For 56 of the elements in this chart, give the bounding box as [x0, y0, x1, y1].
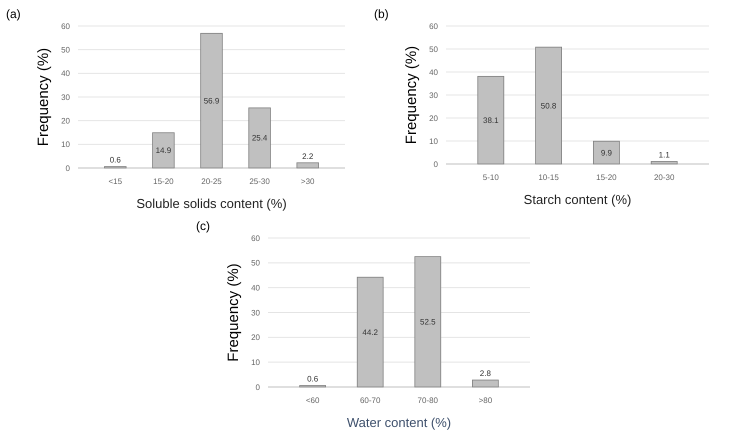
y-tick-label: 0	[256, 382, 261, 392]
y-tick-label: 60	[429, 22, 439, 31]
y-tick-label: 30	[61, 92, 71, 102]
chart-title: (b)	[374, 7, 389, 21]
y-tick-label: 0	[66, 164, 71, 173]
data-label: 0.6	[110, 156, 122, 165]
y-tick-label: 40	[251, 283, 261, 292]
data-label: 14.9	[156, 146, 172, 156]
y-tick-label: 30	[251, 308, 261, 318]
data-label: 52.5	[420, 318, 436, 327]
y-tick-label: 60	[251, 234, 261, 243]
chart-title: (a)	[6, 7, 21, 21]
y-tick-label: 60	[61, 22, 71, 31]
x-axis-title: Soluble solids content (%)	[136, 196, 287, 211]
y-tick-label: 20	[429, 114, 439, 123]
y-tick-label: 10	[251, 358, 261, 367]
data-label: 1.1	[658, 150, 670, 160]
y-tick-label: 50	[251, 258, 261, 268]
y-tick-label: 40	[429, 68, 439, 77]
x-tick-label: 20-25	[201, 177, 222, 186]
x-tick-label: >30	[300, 177, 316, 186]
y-tick-label: 50	[429, 44, 439, 54]
y-tick-label: 0	[434, 160, 439, 169]
x-tick-label: 15-20	[153, 177, 174, 186]
y-tick-label: 30	[429, 90, 439, 100]
x-axis-title: Starch content (%)	[524, 192, 632, 207]
data-label: 50.8	[540, 101, 557, 110]
x-axis-title: Water content (%)	[346, 415, 452, 430]
data-label: 38.1	[483, 116, 500, 125]
chart-title: (c)	[196, 219, 210, 233]
y-tick-label: 20	[251, 333, 261, 342]
data-label: 0.6	[307, 374, 319, 384]
data-label: 25.4	[252, 134, 268, 143]
x-tick-label: 15-20	[596, 173, 618, 182]
x-tick-label: 10-15	[538, 173, 560, 182]
data-label: 2.2	[302, 152, 314, 161]
y-axis-title: Frequency (%)	[403, 46, 420, 144]
x-tick-label: 60-70	[360, 396, 381, 405]
y-axis-title: Frequency (%)	[225, 263, 242, 362]
x-tick-label: >80	[478, 396, 493, 405]
x-tick-label: 70-80	[418, 396, 439, 405]
y-axis-title: Frequency (%)	[35, 48, 52, 146]
y-tick-label: 50	[61, 45, 71, 54]
data-label: 2.8	[480, 369, 492, 378]
y-tick-label: 20	[61, 116, 71, 126]
data-label: 44.2	[362, 328, 379, 337]
y-tick-label: 10	[429, 136, 439, 146]
y-tick-label: 40	[61, 69, 71, 78]
x-tick-label: 5-10	[482, 173, 500, 182]
data-label: 9.9	[600, 148, 613, 158]
x-tick-label: <60	[306, 396, 320, 405]
x-tick-label: 20-30	[654, 173, 675, 182]
data-label: 56.9	[204, 96, 220, 106]
y-tick-label: 10	[61, 140, 71, 150]
x-tick-label: <15	[108, 177, 123, 186]
x-tick-label: 25-30	[249, 177, 270, 186]
